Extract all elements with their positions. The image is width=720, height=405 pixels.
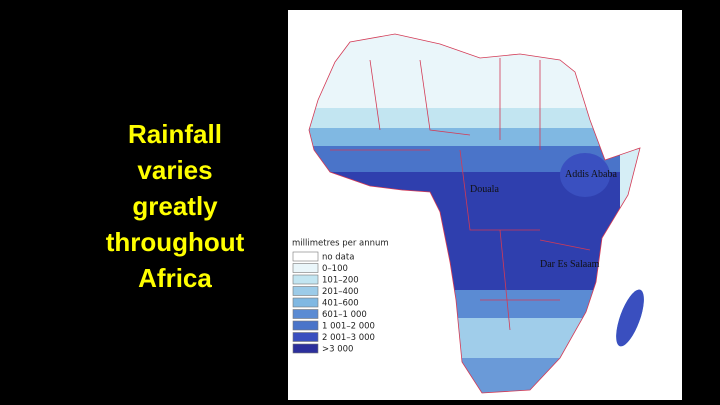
legend-swatch <box>292 332 319 342</box>
city-label: Addis Ababa <box>565 169 618 180</box>
legend-swatch <box>292 286 319 296</box>
heading-line: Africa <box>138 263 212 293</box>
city-label: Dar Es Salaam <box>540 259 600 270</box>
legend-label: 2 001–3 000 <box>322 333 375 343</box>
city-label: Douala <box>470 184 499 195</box>
heading-line: throughout <box>106 227 245 257</box>
legend-label: 101–200 <box>322 276 359 286</box>
legend-label: no data <box>322 253 354 263</box>
legend-label: 401–600 <box>322 299 359 309</box>
legend-swatch <box>292 274 319 285</box>
legend-swatch <box>292 309 319 319</box>
legend-label: 1 001–2 000 <box>322 322 375 332</box>
heading-line: varies <box>137 155 212 185</box>
legend-swatch <box>292 263 319 273</box>
legend-label: 601–1 000 <box>322 310 367 320</box>
borders <box>308 33 641 394</box>
legend-swatch <box>292 297 319 308</box>
heading-line: Rainfall <box>128 119 222 149</box>
heading-line: greatly <box>132 191 218 221</box>
legend-label: >3 000 <box>322 345 353 355</box>
heading: Rainfall varies greatly throughout Africa <box>106 119 245 293</box>
legend-title: millimetres per annum <box>292 239 389 249</box>
city-labels: Douala Addis Ababa Dar Es Salaam <box>470 169 618 270</box>
legend-swatch <box>292 320 319 331</box>
legend-label: 201–400 <box>322 287 359 297</box>
legend-swatch <box>292 343 319 354</box>
legend-label: 0–100 <box>322 264 348 274</box>
legend-swatch <box>292 251 319 262</box>
